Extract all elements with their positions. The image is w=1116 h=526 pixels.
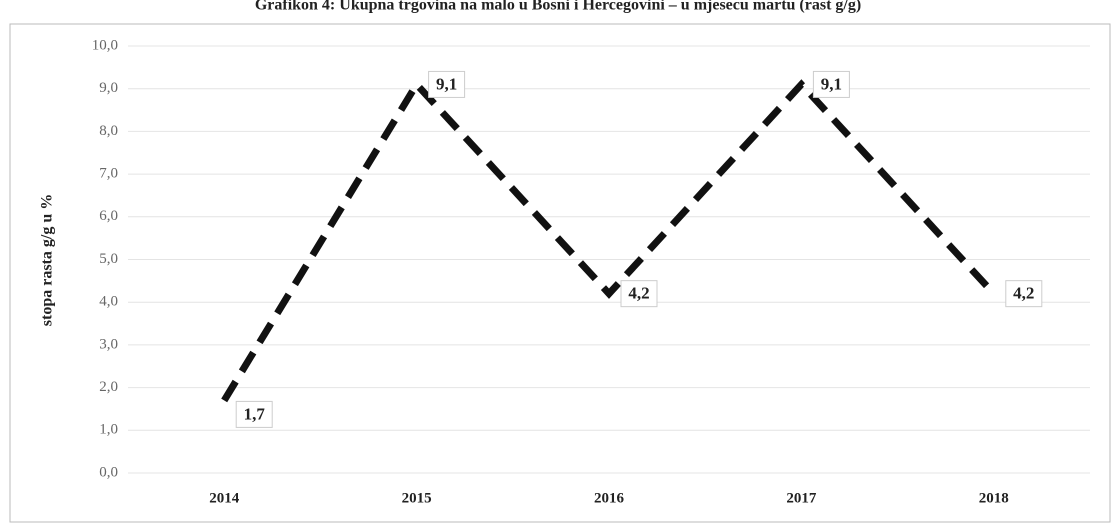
y-tick-label: 2,0 xyxy=(99,379,118,395)
y-tick-label: 0,0 xyxy=(99,464,118,480)
y-tick-label: 10,0 xyxy=(92,37,118,53)
y-axis-label: stopa rasta g/g u % xyxy=(39,194,56,326)
y-tick-label: 7,0 xyxy=(99,166,118,182)
x-tick-label: 2018 xyxy=(979,490,1009,506)
y-tick-label: 6,0 xyxy=(99,208,118,224)
x-tick-label: 2017 xyxy=(786,490,817,506)
value-label: 4,2 xyxy=(1013,284,1034,303)
value-label-box xyxy=(235,400,273,428)
x-tick-label: 2015 xyxy=(402,490,432,506)
x-tick-label: 2014 xyxy=(209,490,240,506)
value-label: 1,7 xyxy=(244,404,266,423)
value-label: 4,2 xyxy=(628,284,649,303)
value-label-box xyxy=(812,70,850,98)
value-label: 9,1 xyxy=(821,74,842,93)
y-tick-label: 9,0 xyxy=(99,80,118,96)
y-tick-label: 5,0 xyxy=(99,251,118,267)
value-label-box xyxy=(428,70,466,98)
chart-border xyxy=(9,23,1111,523)
y-tick-label: 4,0 xyxy=(99,294,118,310)
value-label-box xyxy=(620,280,658,308)
value-label: 9,1 xyxy=(436,74,457,93)
y-tick-label: 1,0 xyxy=(99,422,118,438)
value-label-box xyxy=(1005,280,1043,308)
y-tick-label: 3,0 xyxy=(99,336,118,352)
chart-title: Grafikon 4: Ukupna trgovina na malo u Bo… xyxy=(255,0,861,14)
y-tick-label: 8,0 xyxy=(99,123,118,139)
x-tick-label: 2016 xyxy=(594,490,625,506)
line xyxy=(221,78,997,403)
